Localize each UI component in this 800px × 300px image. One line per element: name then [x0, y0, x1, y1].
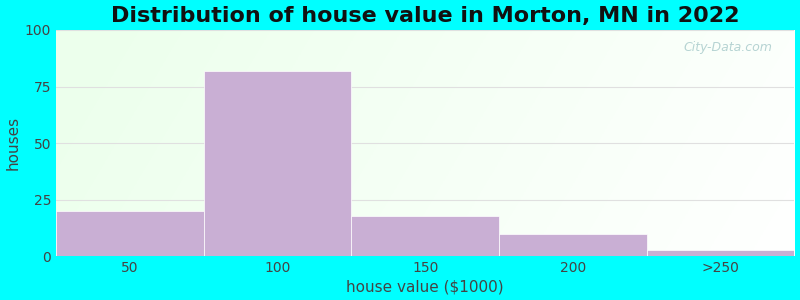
Bar: [204, 71, 351, 256]
X-axis label: house value ($1000): house value ($1000): [346, 279, 504, 294]
Title: Distribution of house value in Morton, MN in 2022: Distribution of house value in Morton, M…: [111, 6, 739, 26]
Bar: [351, 216, 499, 256]
Bar: [56, 211, 204, 256]
Text: City-Data.com: City-Data.com: [683, 41, 772, 54]
Bar: [499, 234, 646, 256]
Y-axis label: houses: houses: [6, 116, 21, 170]
Bar: [646, 250, 794, 256]
